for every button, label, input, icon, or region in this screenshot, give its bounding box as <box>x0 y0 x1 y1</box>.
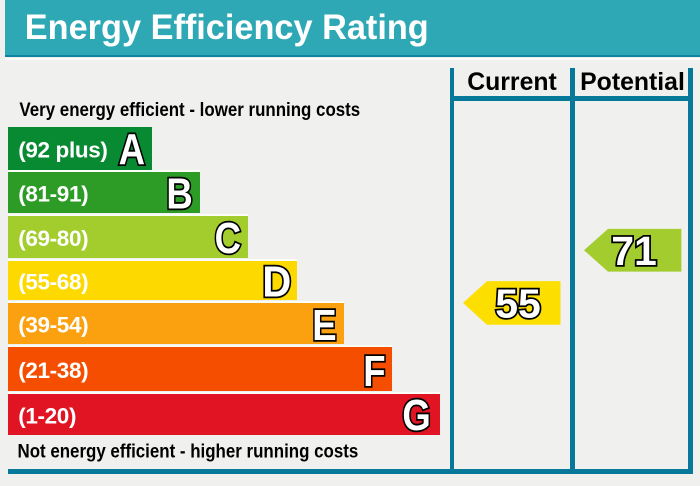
svg-text:Current: Current <box>467 69 557 96</box>
svg-text:Energy Efficiency Rating: Energy Efficiency Rating <box>25 9 429 47</box>
svg-text:C: C <box>215 214 241 263</box>
svg-text:D: D <box>262 257 291 306</box>
svg-text:G: G <box>402 391 430 440</box>
svg-text:(81-91): (81-91) <box>18 182 88 207</box>
svg-text:(92 plus): (92 plus) <box>18 137 107 162</box>
svg-text:B: B <box>166 169 192 218</box>
svg-text:Very energy efficient - lower: Very energy efficient - lower running co… <box>19 99 360 120</box>
svg-text:Not energy efficient - higher: Not energy efficient - higher running co… <box>18 441 359 462</box>
svg-text:(21-38): (21-38) <box>18 358 88 383</box>
svg-text:71: 71 <box>611 228 657 274</box>
svg-text:A: A <box>119 125 145 174</box>
svg-text:(55-68): (55-68) <box>18 269 88 294</box>
svg-text:Potential: Potential <box>580 69 685 96</box>
svg-text:E: E <box>312 301 336 350</box>
svg-text:F: F <box>363 347 385 396</box>
svg-text:(69-80): (69-80) <box>18 226 88 251</box>
svg-text:55: 55 <box>495 281 541 327</box>
svg-text:(39-54): (39-54) <box>18 312 88 337</box>
svg-text:(1-20): (1-20) <box>18 404 76 429</box>
